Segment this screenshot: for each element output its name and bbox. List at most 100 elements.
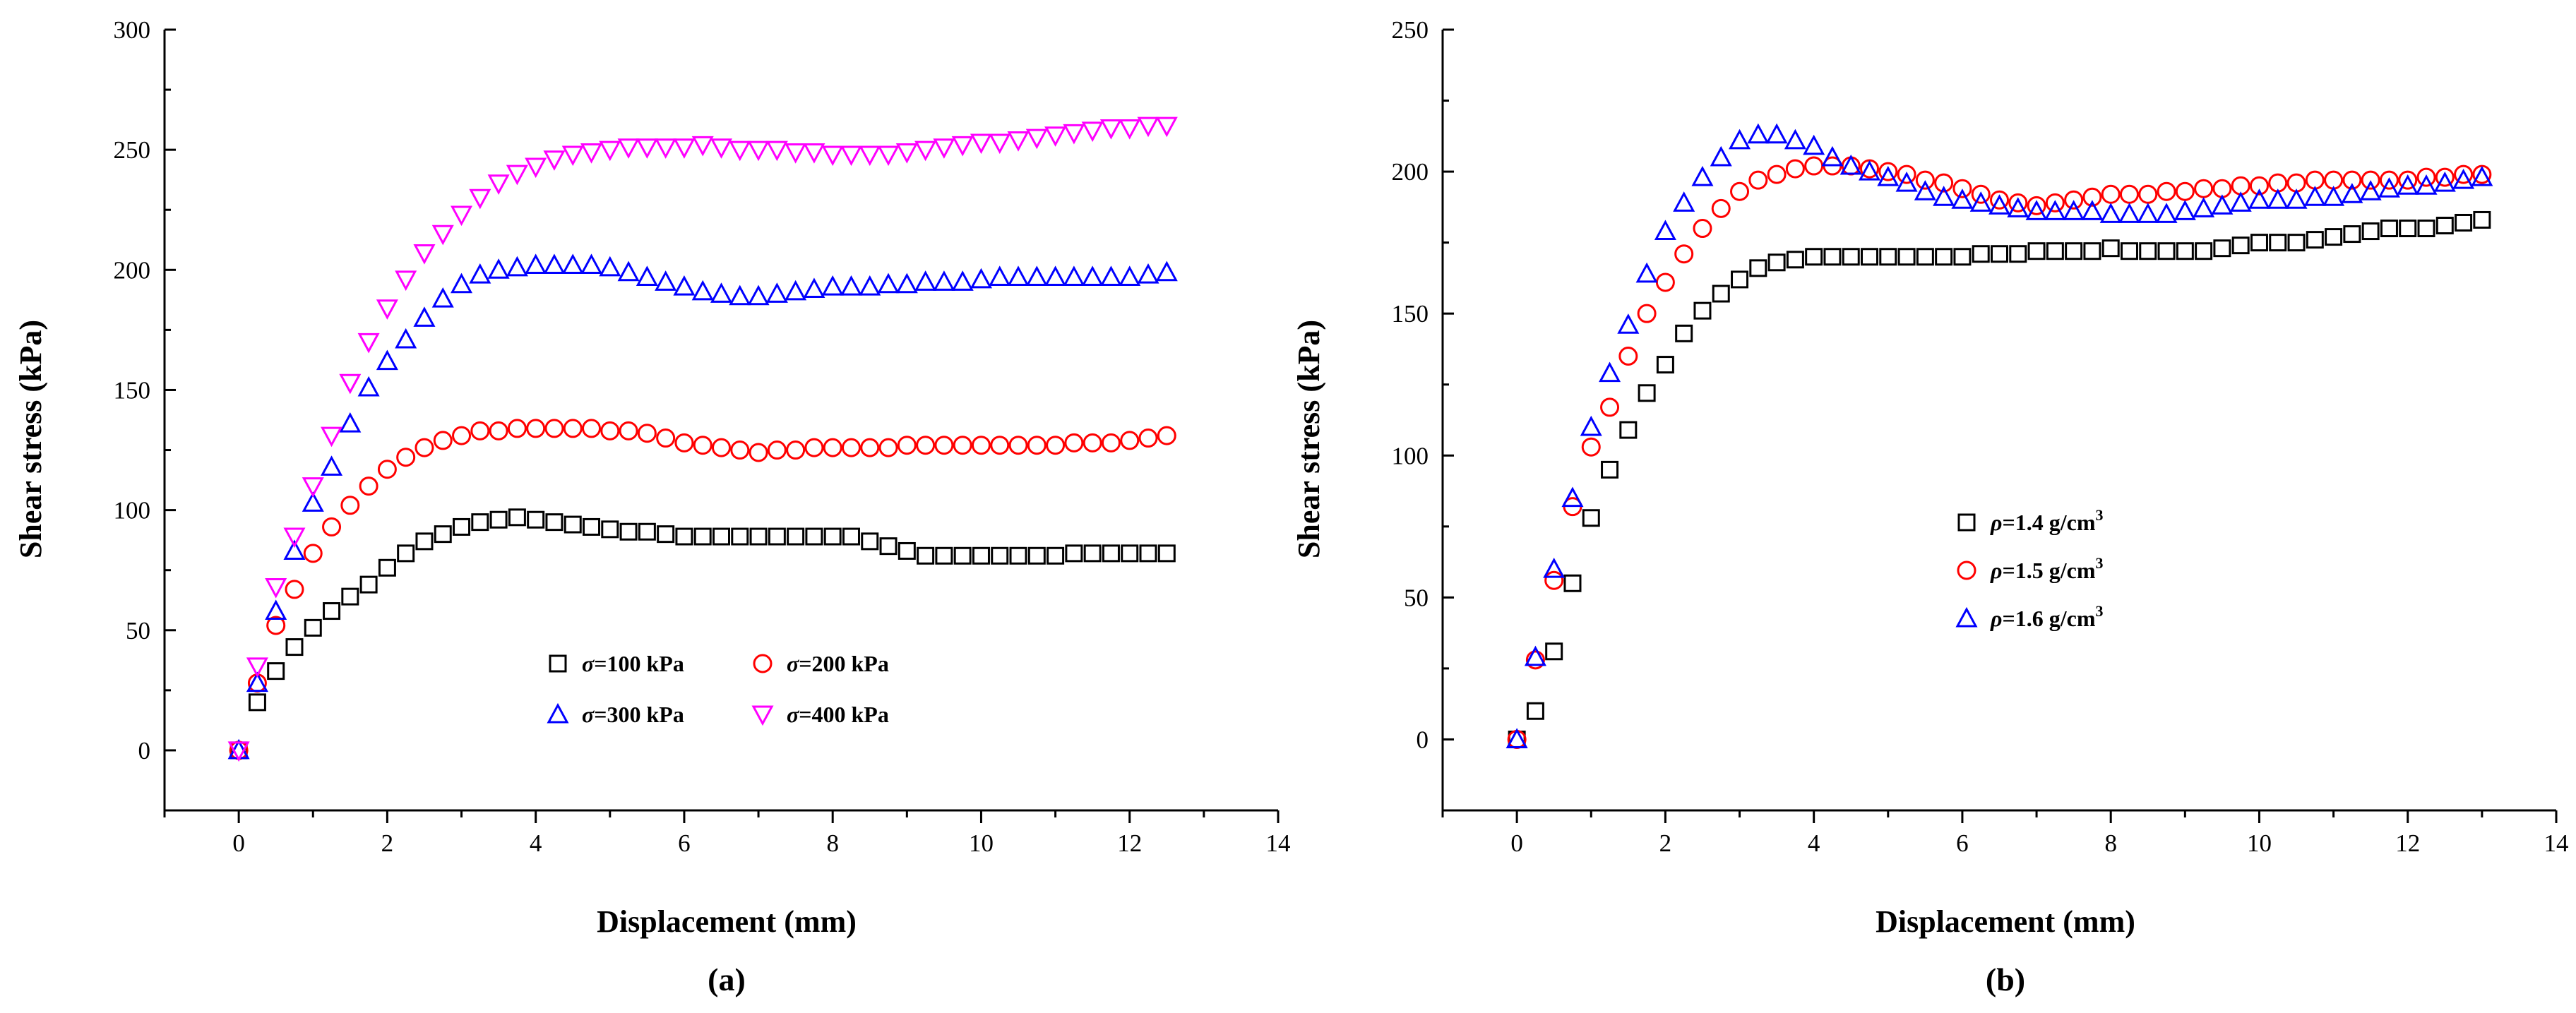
- panel-b-point: [1878, 162, 1898, 181]
- panel-a-point: [1083, 433, 1102, 452]
- panel-b-point: [1693, 219, 1712, 239]
- panel-a-xtick-label: 2: [381, 829, 394, 857]
- panel-b-point: [1693, 301, 1712, 320]
- panel-b-point: [2248, 188, 2270, 209]
- panel-a-point: [1155, 116, 1178, 138]
- panel-b-point: [2195, 242, 2213, 260]
- panel-a-point: [1027, 546, 1046, 565]
- panel-b-point: [1748, 170, 1768, 190]
- panel-b-point: [2229, 191, 2252, 212]
- panel-a-ytick-label: 50: [126, 617, 150, 645]
- panel-b-point: [2287, 234, 2306, 252]
- panel-b-point: [2452, 169, 2475, 189]
- panel-a-point: [730, 440, 750, 460]
- panel-a-point: [1025, 265, 1048, 287]
- panel-a-legend-item-4: σ=400 kPa: [751, 702, 889, 727]
- panel-a-point: [636, 138, 658, 159]
- panel-b-point: [2454, 164, 2474, 184]
- panel-a-point: [561, 253, 584, 275]
- panel-b-point: [2193, 197, 2215, 217]
- panel-b-point: [1767, 164, 1787, 184]
- panel-a-point: [246, 657, 268, 678]
- panel-a-point: [1099, 119, 1122, 140]
- panel-a-point: [785, 280, 807, 301]
- panel-b-point: [2138, 184, 2158, 204]
- panel-b-point: [1711, 198, 1731, 218]
- panel-a-point: [265, 578, 287, 599]
- panel-b-legend-label: ρ=1.5 g/cm3: [1990, 554, 2103, 583]
- panel-b-point: [2120, 242, 2138, 260]
- panel-a-point: [1137, 116, 1159, 138]
- panel-a-point: [323, 602, 341, 621]
- panel-b-point: [1618, 347, 1638, 366]
- panel-b-ytick-label: 100: [1392, 442, 1429, 469]
- panel-b-xtick-label: 14: [2544, 829, 2569, 857]
- panel-a-point: [787, 527, 805, 546]
- panel-a-point: [1007, 131, 1030, 152]
- panel-a-point: [453, 517, 471, 536]
- panel-a-series-4: [227, 116, 1178, 762]
- panel-a-point: [415, 438, 434, 457]
- panel-b-point: [2082, 187, 2102, 207]
- panel-b-point: [1915, 170, 1935, 190]
- panel-b-point: [1914, 180, 1936, 200]
- panel-b-point: [1654, 220, 1676, 241]
- panel-a-point: [655, 138, 677, 159]
- panel-a-point: [471, 513, 489, 532]
- panel-b-point: [1785, 159, 1805, 179]
- panel-a-point: [340, 496, 360, 515]
- panel-a-point: [469, 263, 491, 284]
- panel-a-point: [487, 258, 510, 279]
- panel-a-point: [970, 133, 992, 155]
- panel-a-point: [637, 424, 657, 443]
- panel-b-point: [2063, 200, 2085, 220]
- panel-a-point: [357, 376, 380, 397]
- panel-a-point: [953, 546, 972, 565]
- panel-a-legend-marker: [547, 702, 569, 724]
- panel-a-point: [934, 436, 954, 455]
- panel-a-point: [583, 517, 601, 536]
- panel-a-point: [710, 138, 733, 159]
- panel-a-point: [655, 270, 677, 291]
- panel-a-point: [265, 599, 287, 621]
- panel-a-ytick-label: 150: [114, 376, 151, 404]
- panel-a-point: [413, 306, 436, 327]
- panel-b-point: [1935, 248, 1953, 266]
- panel-b-point: [1543, 557, 1566, 578]
- panel-a-point: [675, 527, 693, 546]
- panel-a-point: [431, 287, 454, 308]
- panel-a-point: [989, 133, 1011, 155]
- panel-a-point: [842, 527, 860, 546]
- panel-a-point: [543, 253, 566, 275]
- panel-a-point: [1065, 544, 1083, 563]
- panel-a-point: [1008, 436, 1028, 455]
- panel-a-point: [638, 522, 656, 541]
- panel-a-point: [376, 349, 398, 371]
- panel-a-point: [619, 522, 638, 541]
- panel-a-point: [543, 150, 566, 171]
- panel-b-point: [1897, 248, 1916, 266]
- panel-b-legend-item-1: ρ=1.4 g/cm3: [1957, 506, 2103, 535]
- panel-a-point: [1044, 265, 1067, 287]
- panel-b-point: [2398, 170, 2418, 190]
- panel-a-point: [469, 188, 491, 210]
- panel-b-point: [1767, 253, 1786, 272]
- panel-b-point: [2361, 222, 2380, 241]
- panel-a-ytick-label: 0: [138, 737, 151, 765]
- panel-a-point: [1027, 436, 1046, 455]
- panel-b-point: [1673, 191, 1695, 212]
- panel-a-xtick-label: 6: [678, 829, 691, 857]
- panel-b-point: [1581, 437, 1601, 457]
- panel-b-point: [1877, 165, 1900, 186]
- panel-a-point: [693, 436, 712, 455]
- panel-b-point: [2269, 234, 2287, 252]
- panel-b-point: [1969, 191, 1992, 212]
- panel-a-point: [506, 256, 528, 277]
- panel-b-point: [2081, 200, 2104, 220]
- panel-a-point: [657, 525, 675, 544]
- panel-a-point: [377, 460, 397, 479]
- panel-a-point: [489, 510, 508, 529]
- panel-a-point: [656, 428, 676, 448]
- panel-b-point: [1934, 173, 1954, 193]
- panel-b-point: [2027, 196, 2046, 215]
